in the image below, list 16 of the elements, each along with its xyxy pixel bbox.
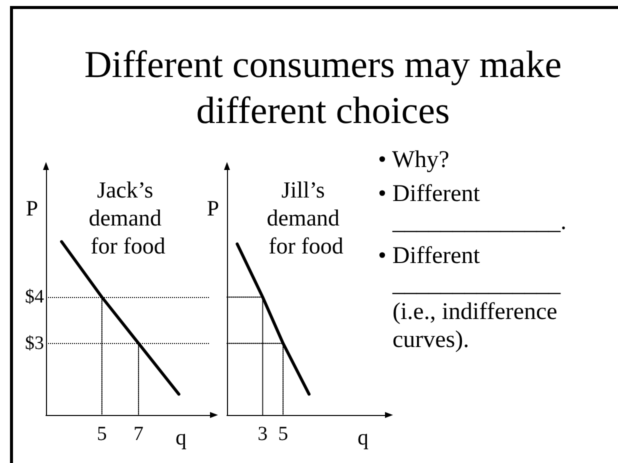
x-axis-title: q — [358, 424, 368, 450]
series-label: Jack’s demand for food — [88, 178, 168, 258]
y-tick-label: $4 — [25, 286, 44, 308]
y-axis-title: P — [206, 196, 220, 220]
y-axis-title: P — [26, 196, 38, 220]
text: Different consumers may make different choices — [83, 43, 563, 134]
x-tick-label: 5 — [278, 423, 288, 445]
annotation: • Different ______________ (i.e., indifference curves). — [378, 242, 562, 354]
x-tick-label: 5 — [96, 423, 107, 445]
x-axis-title: q — [176, 424, 186, 450]
x-tick-label: 3 — [258, 423, 268, 445]
annotation: • Different ______________. — [378, 180, 568, 236]
annotation: • Why? — [378, 146, 450, 174]
x-tick-label: 7 — [134, 423, 144, 445]
series-label: Jill’s demand for food — [266, 178, 346, 258]
y-tick-label: $3 — [25, 332, 44, 354]
